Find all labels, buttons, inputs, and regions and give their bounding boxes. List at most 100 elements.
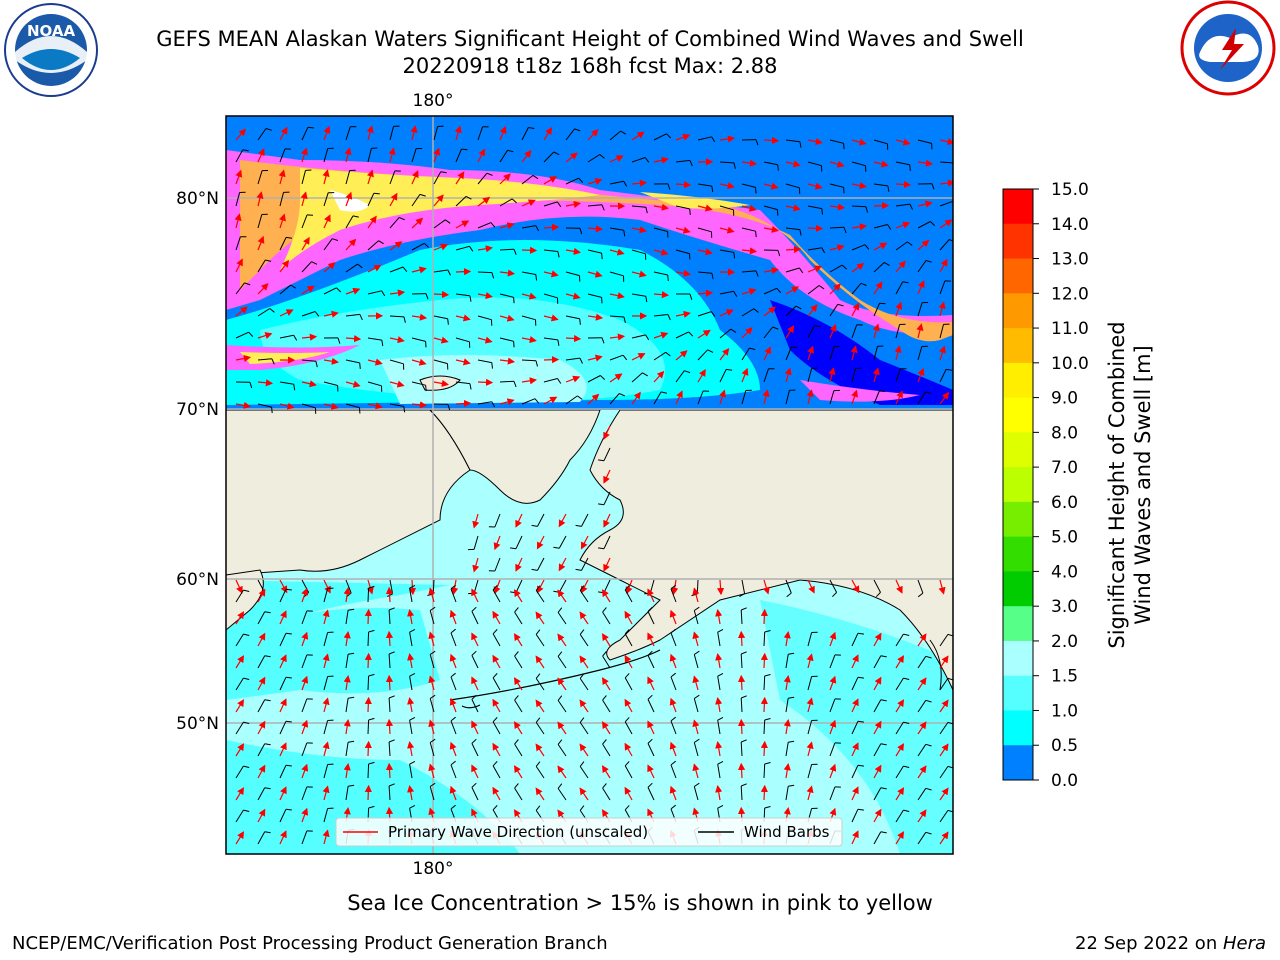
wind-barb-flag <box>409 804 416 809</box>
wind-barb <box>631 249 646 255</box>
wind-barb-flag <box>670 804 677 810</box>
wind-barb-flag <box>381 290 386 297</box>
wind-barb <box>581 557 589 571</box>
wind-barb <box>345 313 360 317</box>
wave-direction-arrow <box>715 785 723 801</box>
wind-barb <box>740 653 743 669</box>
wave-direction-arrow <box>449 609 457 625</box>
wind-barb <box>579 722 589 735</box>
wave-direction-arrow <box>477 292 493 300</box>
wind-barb-flag <box>535 585 541 591</box>
wind-barb-flag <box>909 203 913 210</box>
wind-barb <box>257 655 266 669</box>
wind-barb-flag <box>946 368 953 371</box>
wind-barb <box>647 787 655 801</box>
wave-direction-arrow <box>301 285 315 295</box>
wind-barb-flag <box>694 694 700 699</box>
vector-layer <box>234 125 953 845</box>
wave-direction-arrow <box>587 393 600 405</box>
wave-direction-arrow <box>784 367 792 383</box>
wind-barb-flag <box>624 761 630 767</box>
wind-barb-flag <box>619 393 625 397</box>
wind-barb <box>741 183 756 188</box>
wind-barb-flag <box>930 221 936 226</box>
wind-barb-flag <box>492 673 498 679</box>
wind-barb-flag <box>348 740 355 743</box>
wave-direction-arrow <box>873 764 882 779</box>
wind-barb-flag <box>557 378 562 384</box>
wind-barb <box>675 205 690 210</box>
wave-direction-arrow <box>917 280 925 295</box>
wind-barb-flag <box>764 806 771 809</box>
wave-direction-arrow <box>587 354 603 362</box>
wind-barb-flag <box>711 136 716 143</box>
wind-barb-flag <box>647 782 653 788</box>
wind-barb-flag <box>925 260 932 263</box>
wave-direction-arrow <box>669 697 677 713</box>
wind-barb-flag <box>647 606 653 612</box>
wind-barb-flag <box>285 676 292 679</box>
wave-direction-arrow <box>235 579 243 594</box>
wind-barb <box>917 221 931 229</box>
wave-direction-arrow <box>580 535 589 550</box>
wave-direction-arrow <box>513 677 523 691</box>
wind-barb-flag <box>645 334 650 341</box>
nws-logo <box>1180 0 1276 96</box>
wind-barb-flag <box>423 242 430 248</box>
wave-direction-arrow <box>521 150 532 163</box>
wind-barb <box>653 227 668 232</box>
wind-barb <box>301 403 316 409</box>
wind-barb <box>829 698 836 713</box>
wind-barb-flag <box>293 334 298 341</box>
wind-barb-flag <box>764 718 771 721</box>
wind-barb <box>301 654 308 669</box>
wind-barb-flag <box>741 739 747 743</box>
wind-barb <box>477 401 492 405</box>
wind-barb <box>602 611 611 625</box>
wave-direction-arrow <box>366 579 374 595</box>
wind-barb <box>719 249 734 253</box>
wind-barb-flag <box>242 149 249 152</box>
wind-barb-flag <box>368 629 375 633</box>
wave-direction-arrow <box>917 633 927 647</box>
wind-barb-flag <box>903 765 910 768</box>
wave-direction-arrow <box>939 258 948 273</box>
wind-barb <box>624 721 633 735</box>
wind-barb-flag <box>514 695 519 701</box>
wind-barb <box>851 161 866 167</box>
wind-barb <box>429 698 435 713</box>
wind-barb-flag <box>425 293 429 300</box>
wave-direction-arrow <box>322 169 330 185</box>
wind-barb <box>388 697 391 713</box>
wind-barb-flag <box>348 652 355 655</box>
wind-barb <box>939 161 953 164</box>
wave-direction-arrow <box>323 579 331 594</box>
wave-direction-arrow <box>323 357 339 365</box>
wave-direction-arrow <box>806 389 814 405</box>
wave-direction-arrow <box>697 368 706 383</box>
wind-barb-flag <box>248 331 254 337</box>
wind-barb <box>587 204 602 207</box>
wind-barb <box>257 403 272 408</box>
wind-barb <box>565 177 579 185</box>
wind-barb <box>693 786 699 801</box>
wind-barb <box>602 743 611 757</box>
wave-direction-arrow <box>477 336 493 344</box>
wind-barb-flag <box>818 285 825 290</box>
wind-barb-flag <box>264 699 271 702</box>
colorbar-segment <box>1003 467 1033 503</box>
wave-direction-arrow <box>603 557 611 572</box>
wind-barb-flag <box>514 607 519 613</box>
wave-direction-arrow <box>300 147 308 163</box>
wind-barb-flag <box>471 606 477 612</box>
wave-direction-arrow <box>873 632 882 647</box>
wave-direction-arrow <box>235 831 245 845</box>
wind-barb <box>455 196 467 207</box>
wind-barb <box>235 236 241 251</box>
lon-label-top: 180° <box>413 91 454 111</box>
colorbar-tick-label: 7.0 <box>1051 458 1078 478</box>
wind-barb-flag <box>429 738 436 743</box>
wind-barb <box>873 346 878 361</box>
wave-direction-arrow <box>760 652 768 669</box>
wave-direction-arrow <box>939 138 953 146</box>
